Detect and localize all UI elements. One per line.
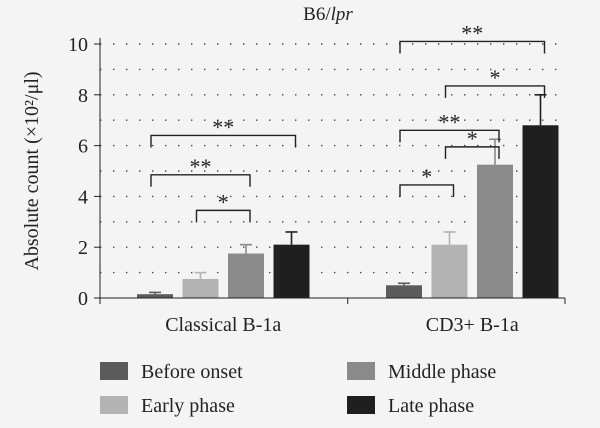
chart-title-italic: lpr <box>331 4 354 25</box>
bar <box>273 244 310 298</box>
significance-brackets: ************ <box>150 20 546 223</box>
y-tick-label: 10 <box>68 34 88 56</box>
x-category-label: Classical B-1a <box>165 314 281 336</box>
x-category-label: CD3+ B-1a <box>426 314 519 336</box>
bar <box>431 244 468 298</box>
chart-title-main: B6/ <box>303 4 331 25</box>
chart-title: B6/lpr <box>303 4 353 25</box>
significance-bracket <box>399 184 455 197</box>
significance-bracket <box>150 134 297 148</box>
bar <box>182 278 219 298</box>
significance-bracket <box>150 174 251 187</box>
legend-label: Middle phase <box>388 361 496 383</box>
y-tick-label: 6 <box>78 136 88 158</box>
significance-label: * <box>467 126 478 151</box>
legend: Before onset Middle phase Early phase Late … <box>100 361 496 417</box>
bar <box>522 125 559 298</box>
bars <box>137 125 559 298</box>
legend-label: Late phase <box>388 395 474 417</box>
significance-label: ** <box>190 154 212 179</box>
significance-label: ** <box>461 20 483 45</box>
legend-label: Before onset <box>141 361 243 383</box>
y-tick-label: 2 <box>78 237 88 259</box>
y-axis: 0 2 4 6 8 10 <box>68 34 101 310</box>
significance-label: ** <box>212 114 234 139</box>
legend-swatch <box>100 362 128 380</box>
x-axis: Classical B-1a CD3+ B-1a <box>99 297 566 336</box>
significance-bracket <box>399 40 546 54</box>
significance-bracket <box>444 146 500 159</box>
y-tick-label: 0 <box>78 288 88 310</box>
legend-swatch <box>347 362 375 380</box>
legend-swatch <box>347 396 375 414</box>
legend-swatch <box>100 396 128 414</box>
significance-label: * <box>218 189 229 214</box>
y-tick-label: 4 <box>78 186 88 208</box>
significance-bracket <box>399 129 500 143</box>
significance-bracket <box>195 209 251 223</box>
bar <box>477 164 513 298</box>
significance-bracket <box>444 85 546 98</box>
significance-label: * <box>421 164 432 189</box>
y-axis-label: Absolute count (×10²/μl) <box>21 71 43 270</box>
bar <box>228 253 264 298</box>
significance-label: ** <box>439 109 461 134</box>
error-bars <box>149 94 547 295</box>
legend-label: Early phase <box>141 395 235 417</box>
y-tick-label: 8 <box>78 85 88 107</box>
significance-label: * <box>490 65 501 90</box>
bar <box>386 285 422 298</box>
bar <box>137 294 173 298</box>
